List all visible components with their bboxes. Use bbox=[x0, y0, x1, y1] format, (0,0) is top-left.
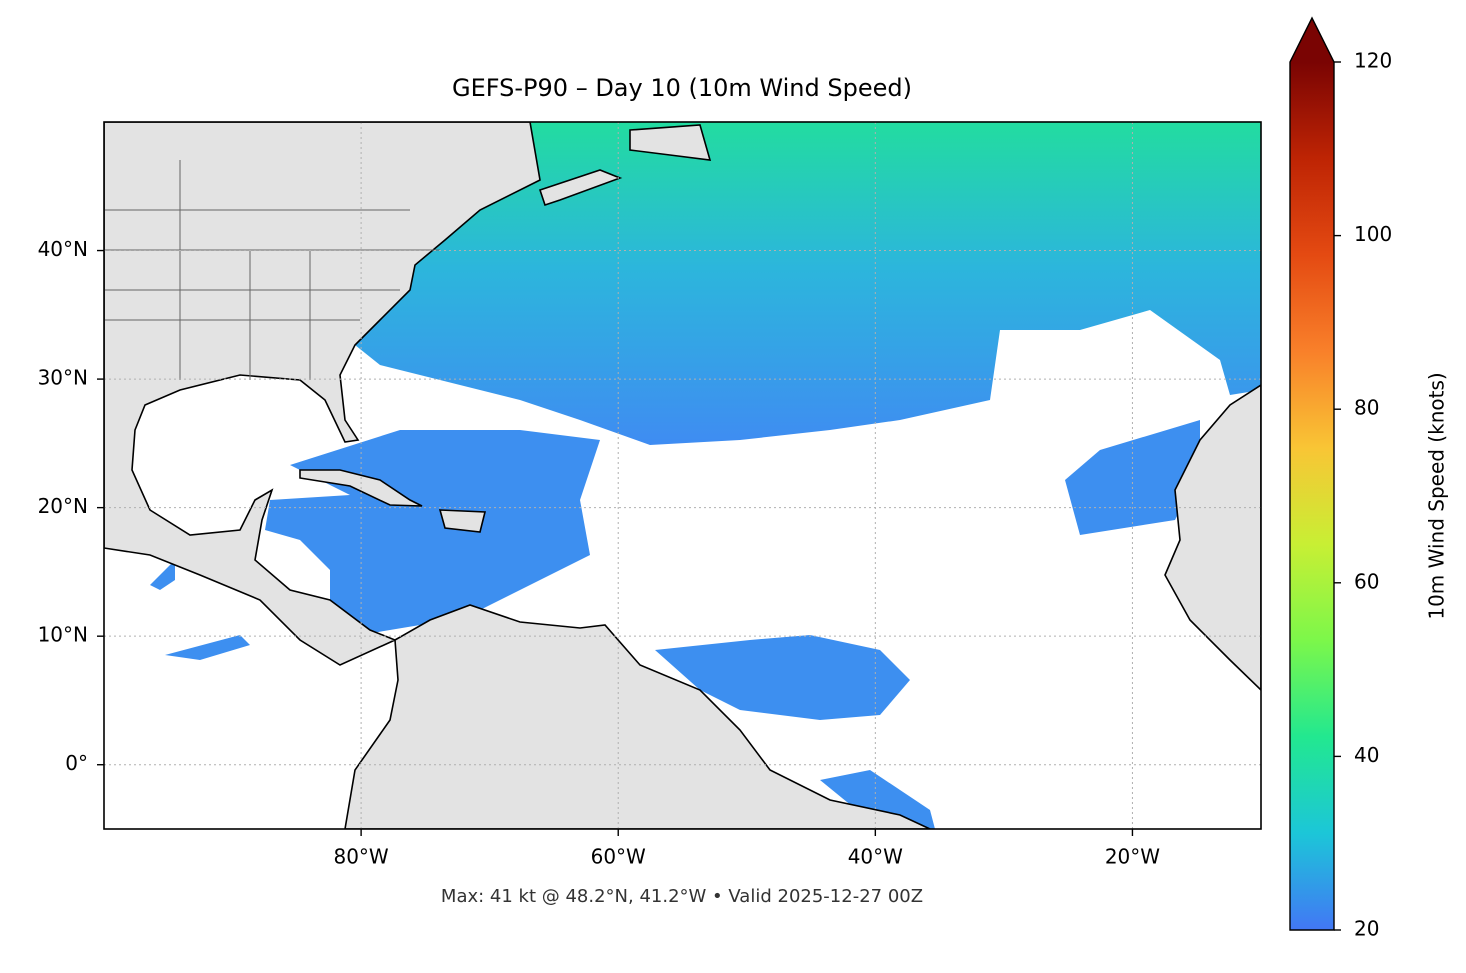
wind-field bbox=[355, 122, 1261, 445]
colorbar-tick-label: 80 bbox=[1354, 396, 1379, 420]
land bbox=[438, 509, 487, 533]
colorbar-frame bbox=[1289, 16, 1335, 931]
colorbar-tick-label: 60 bbox=[1354, 569, 1379, 593]
colorbar bbox=[1290, 62, 1334, 930]
map-title: GEFS-P90 – Day 10 (10m Wind Speed) bbox=[452, 74, 912, 102]
wind-field bbox=[655, 635, 910, 720]
land bbox=[538, 169, 623, 207]
wind-field bbox=[820, 770, 935, 829]
map-note: Max: 41 kt @ 48.2°N, 41.2°W • Valid 2025… bbox=[441, 886, 923, 907]
land bbox=[629, 124, 712, 161]
land bbox=[104, 122, 541, 666]
lon-tick-label: 60°W bbox=[591, 845, 646, 869]
wind-field bbox=[150, 560, 175, 590]
map-frame bbox=[103, 121, 1262, 830]
colorbar-extension bbox=[1290, 18, 1334, 62]
map-area bbox=[104, 122, 1261, 829]
lat-tick-label: 20°N bbox=[38, 494, 88, 518]
colorbar-tick-label: 40 bbox=[1354, 743, 1379, 767]
colorbar-tick-label: 100 bbox=[1354, 222, 1392, 246]
land bbox=[1164, 384, 1261, 692]
lat-tick-label: 10°N bbox=[38, 623, 88, 647]
colorbar-label: 10m Wind Speed (knots) bbox=[1425, 372, 1449, 619]
colorbar-tick-label: 20 bbox=[1354, 917, 1379, 941]
land bbox=[344, 604, 931, 829]
lon-tick-label: 80°W bbox=[333, 845, 388, 869]
lon-tick-label: 20°W bbox=[1105, 845, 1160, 869]
lat-tick-label: 30°N bbox=[38, 366, 88, 390]
wind-field bbox=[165, 635, 250, 660]
lat-tick-label: 0° bbox=[65, 751, 88, 775]
lon-tick-label: 40°W bbox=[848, 845, 903, 869]
lat-tick-label: 40°N bbox=[38, 237, 88, 261]
colorbar-tick-label: 120 bbox=[1354, 49, 1392, 73]
